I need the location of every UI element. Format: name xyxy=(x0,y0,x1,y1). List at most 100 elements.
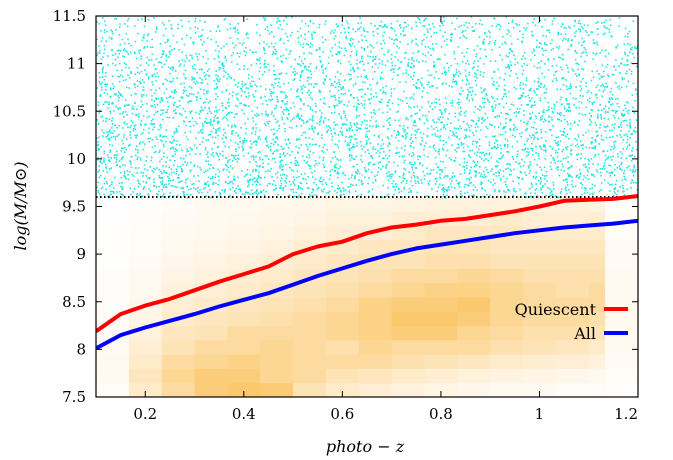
scatter-point xyxy=(134,73,137,75)
scatter-point xyxy=(550,107,553,110)
heatmap-cell xyxy=(457,254,491,269)
scatter-point xyxy=(162,195,164,197)
scatter-point xyxy=(505,118,507,120)
scatter-point xyxy=(201,43,204,46)
scatter-point xyxy=(475,53,478,56)
scatter-point xyxy=(472,132,474,134)
scatter-point xyxy=(298,64,300,66)
scatter-point xyxy=(103,182,106,185)
scatter-point xyxy=(482,116,484,119)
scatter-point xyxy=(267,163,270,165)
scatter-point xyxy=(161,100,164,102)
scatter-point xyxy=(512,156,514,158)
scatter-point xyxy=(115,93,117,96)
heatmap-cell xyxy=(457,339,491,355)
scatter-point xyxy=(280,159,282,162)
scatter-point xyxy=(251,76,253,78)
scatter-point xyxy=(226,113,229,115)
heatmap-cell xyxy=(424,196,458,212)
scatter-point xyxy=(293,184,296,186)
scatter-point xyxy=(474,175,477,178)
scatter-point xyxy=(148,59,150,61)
scatter-point xyxy=(365,133,367,136)
scatter-point xyxy=(601,109,603,111)
scatter-point xyxy=(430,54,432,56)
scatter-point xyxy=(235,93,237,96)
scatter-point xyxy=(239,42,241,44)
scatter-point xyxy=(334,86,337,89)
scatter-point xyxy=(507,22,510,25)
scatter-point xyxy=(380,71,383,74)
scatter-point xyxy=(252,170,254,173)
scatter-point xyxy=(290,65,292,68)
scatter-point xyxy=(232,91,234,93)
scatter-point xyxy=(410,134,413,136)
scatter-point xyxy=(451,86,453,88)
scatter-point xyxy=(279,20,281,22)
scatter-point xyxy=(327,62,330,64)
scatter-point xyxy=(459,125,461,127)
scatter-point xyxy=(324,103,326,105)
scatter-point xyxy=(282,189,284,191)
scatter-point xyxy=(580,157,582,160)
scatter-point xyxy=(483,88,485,91)
scatter-point xyxy=(453,50,455,53)
scatter-point xyxy=(233,79,236,81)
scatter-point xyxy=(371,71,374,73)
scatter-point xyxy=(569,87,572,89)
scatter-point xyxy=(192,41,194,44)
scatter-point xyxy=(370,45,373,47)
scatter-point xyxy=(334,96,336,99)
scatter-point xyxy=(177,27,179,30)
scatter-point xyxy=(346,22,349,25)
scatter-point xyxy=(526,36,529,38)
scatter-point xyxy=(299,79,301,82)
scatter-point xyxy=(379,161,381,163)
scatter-point xyxy=(612,151,615,154)
scatter-point xyxy=(221,63,223,66)
scatter-point xyxy=(244,54,247,57)
scatter-point xyxy=(237,185,239,187)
scatter-point xyxy=(548,116,550,118)
scatter-point xyxy=(349,124,352,126)
scatter-point xyxy=(177,125,180,128)
scatter-point xyxy=(310,52,313,55)
heatmap-cell xyxy=(161,354,196,369)
scatter-point xyxy=(395,152,397,154)
scatter-point xyxy=(624,51,626,54)
scatter-point xyxy=(296,72,299,74)
scatter-point xyxy=(584,165,587,168)
scatter-point xyxy=(198,131,201,134)
scatter-point xyxy=(590,121,593,123)
scatter-point xyxy=(265,114,267,116)
scatter-point xyxy=(335,99,337,101)
scatter-point xyxy=(145,181,148,183)
scatter-point xyxy=(272,143,275,146)
scatter-point xyxy=(428,180,431,182)
scatter-point xyxy=(473,165,476,168)
scatter-point xyxy=(306,120,309,122)
scatter-point xyxy=(391,61,393,64)
scatter-point xyxy=(97,181,99,184)
scatter-point xyxy=(276,137,279,140)
scatter-point xyxy=(550,191,553,193)
scatter-point xyxy=(620,136,623,138)
scatter-point xyxy=(123,116,125,118)
scatter-point xyxy=(499,144,502,147)
scatter-point xyxy=(264,17,267,20)
scatter-point xyxy=(138,72,141,75)
scatter-point xyxy=(569,175,572,177)
scatter-point xyxy=(281,169,283,171)
scatter-point xyxy=(218,66,220,69)
scatter-point xyxy=(121,139,124,142)
scatter-point xyxy=(601,122,603,124)
scatter-point xyxy=(207,160,209,163)
scatter-point xyxy=(414,180,416,182)
scatter-point xyxy=(124,172,126,175)
scatter-point xyxy=(280,163,282,166)
scatter-point xyxy=(316,164,319,166)
scatter-point xyxy=(117,108,120,111)
scatter-point xyxy=(604,55,607,58)
scatter-point xyxy=(412,124,415,127)
scatter-point xyxy=(596,115,599,118)
